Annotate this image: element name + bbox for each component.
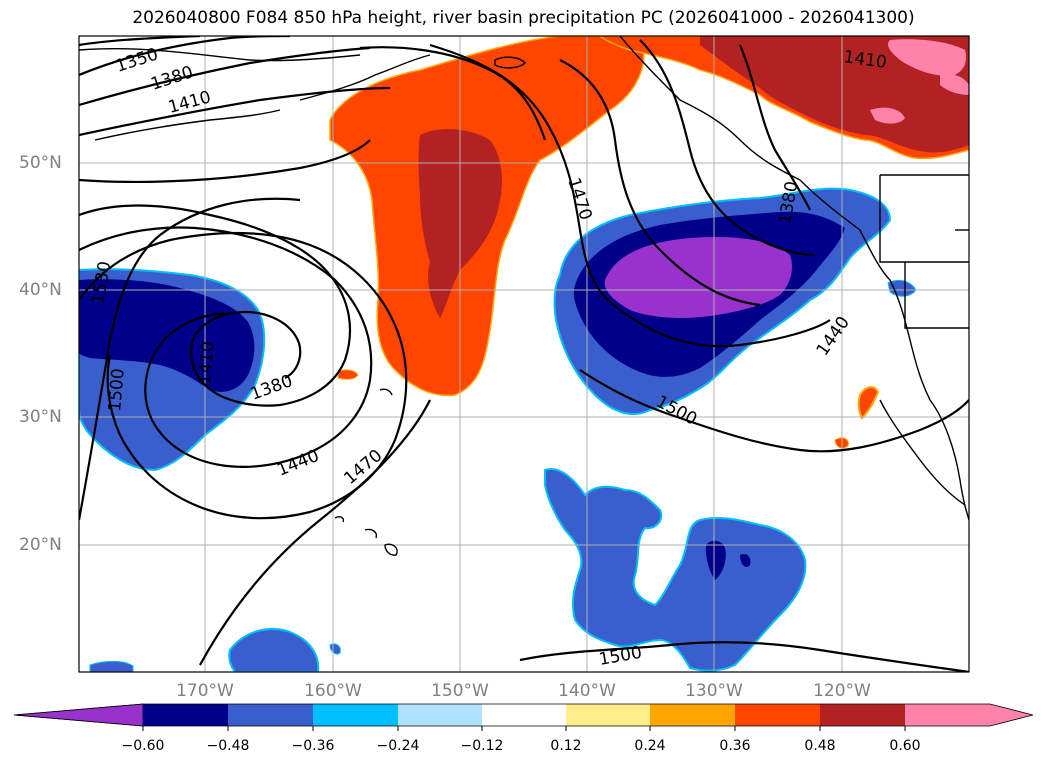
colorbar-segment xyxy=(143,704,228,726)
colorbar-segment xyxy=(566,704,650,726)
colorbar-max-extension xyxy=(905,704,1033,726)
contour-label: 1410 xyxy=(195,341,219,386)
colorbar-segment xyxy=(228,704,313,726)
colorbar-tick-label: −0.12 xyxy=(460,738,504,754)
colorbar-tick-label: −0.48 xyxy=(206,738,250,754)
map-frame xyxy=(78,35,970,673)
colorbar-tick-label: 0.60 xyxy=(889,738,921,754)
lon-label-130w: 130°W xyxy=(685,681,743,701)
colorbar-segment xyxy=(313,704,398,726)
map-title: 2026040800 F084 850 hPa height, river ba… xyxy=(132,8,915,28)
colorbar-segment xyxy=(398,704,482,726)
colorbar-tick-label: 0.48 xyxy=(804,738,836,754)
colorbar-tick-label: 0.12 xyxy=(550,738,582,754)
colorbar xyxy=(13,703,1034,731)
colorbar-tick-label: 0.24 xyxy=(634,738,666,754)
lon-label-120w: 120°W xyxy=(813,681,871,701)
colorbar-tick-label: −0.36 xyxy=(291,738,335,754)
lat-label-40n: 40°N xyxy=(19,280,62,300)
height-contours xyxy=(79,36,969,672)
lon-label-160w: 160°W xyxy=(304,681,362,701)
lat-label-20n: 20°N xyxy=(19,535,62,555)
colorbar-segment xyxy=(482,704,566,726)
negative-anomaly-west xyxy=(79,268,266,472)
coastlines xyxy=(79,36,969,556)
contour-label: 1500 xyxy=(105,368,129,413)
colorbar-min-extension xyxy=(13,703,144,727)
graticule xyxy=(79,36,969,672)
lat-label-50n: 50°N xyxy=(19,153,62,173)
colorbar-tick-label: −0.24 xyxy=(376,738,420,754)
lon-label-150w: 150°W xyxy=(431,681,489,701)
negative-anomaly-south xyxy=(89,468,807,672)
colorbar-tick-label: −0.60 xyxy=(121,738,165,754)
lon-label-170w: 170°W xyxy=(176,681,234,701)
positive-anomaly-northeast xyxy=(598,36,969,160)
colorbar-segment xyxy=(820,704,905,726)
lon-label-140w: 140°W xyxy=(558,681,616,701)
colorbar-segment xyxy=(650,704,735,726)
lat-label-30n: 30°N xyxy=(19,407,62,427)
colorbar-tick-label: 0.36 xyxy=(719,738,751,754)
negative-anomaly-northeast-pacific xyxy=(553,187,917,415)
colorbar-segment xyxy=(735,704,820,726)
